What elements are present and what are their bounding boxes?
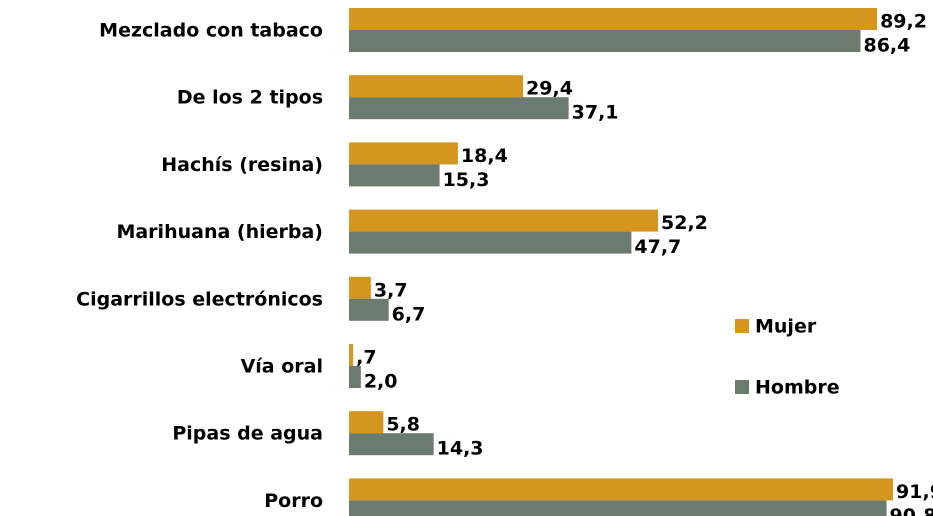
value-label: ,7 [356, 347, 376, 369]
bar [349, 411, 384, 434]
category-label: Mezclado con tabaco [99, 20, 323, 42]
bar [349, 500, 887, 516]
bar [349, 298, 389, 321]
value-label: 15,3 [443, 169, 490, 191]
value-label: 89,2 [880, 11, 927, 33]
bar [349, 209, 659, 232]
bar [349, 142, 458, 165]
value-label: 91,9 [896, 481, 933, 503]
category-label: Vía oral [241, 356, 323, 378]
bar [349, 97, 569, 120]
category-label: De los 2 tipos [177, 87, 323, 109]
category-label: Cigarrillos electrónicos [76, 288, 323, 310]
value-label: 37,1 [572, 102, 619, 124]
legend-label: Hombre [755, 377, 840, 399]
bar [349, 8, 878, 30]
value-label: 14,3 [437, 438, 484, 460]
value-label: 52,2 [661, 212, 708, 234]
legend-label: Mujer [755, 316, 817, 338]
category-label: Hachís (resina) [161, 154, 323, 176]
value-label: 47,7 [634, 236, 681, 258]
bar [349, 276, 371, 299]
value-label: 18,4 [461, 145, 508, 167]
bar [349, 75, 524, 98]
bar [349, 366, 361, 388]
bar [349, 478, 894, 501]
bar [349, 30, 861, 52]
category-label: Pipas de agua [172, 423, 323, 445]
value-label: 90,8 [890, 505, 933, 516]
legend-swatch [735, 319, 749, 333]
value-label: 29,4 [526, 78, 573, 100]
value-label: 5,8 [386, 414, 420, 436]
bar [349, 164, 440, 187]
bar [349, 231, 632, 254]
value-label: 3,7 [374, 279, 408, 301]
legend-swatch [735, 380, 749, 394]
bar [349, 433, 434, 456]
bar [349, 344, 354, 366]
value-label: 86,4 [863, 35, 910, 57]
category-label: Marihuana (hierba) [116, 221, 323, 243]
category-label: Porro [264, 490, 323, 512]
value-label: 2,0 [364, 371, 398, 393]
value-label: 6,7 [392, 303, 426, 325]
